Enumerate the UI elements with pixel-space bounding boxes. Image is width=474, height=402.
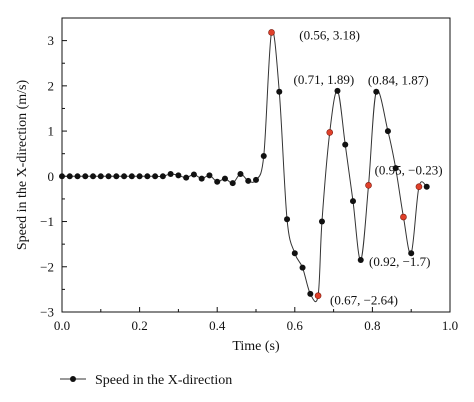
data-point [97,173,104,180]
data-point [253,176,259,183]
y-tick-label: 0 [48,169,55,184]
x-axis-title: Time (s) [232,339,280,354]
data-point [175,172,182,179]
highlighted-data-point [365,182,372,189]
data-points [59,29,430,300]
y-axis-title: Speed in the X-direction (m/s) [15,80,30,251]
x-tick-label: 0.6 [287,318,304,333]
annotation-label: (0.56, 3.18) [299,28,360,43]
data-point [423,183,430,190]
x-tick-label: 1.0 [442,318,458,333]
data-point [144,173,151,180]
data-point [214,178,221,185]
data-point [113,173,120,180]
data-point [284,216,291,223]
x-tick-label: 0.4 [209,318,226,333]
highlighted-data-point [268,29,275,36]
data-point [190,171,197,178]
data-point [229,180,236,187]
data-point [291,250,298,257]
annotation-label: (0.95, −0.23) [375,163,443,178]
data-point [373,88,380,95]
data-point [334,87,341,94]
data-point [74,173,81,180]
data-point [105,173,112,180]
y-axis: −3 −2 −1 0 1 2 3 [40,17,67,320]
highlighted-data-point [326,129,334,136]
annotation-label: (0.67, −2.64) [330,293,398,308]
data-point [318,218,325,225]
y-tick-label: 3 [48,33,55,48]
data-point [159,173,166,180]
data-point [342,141,349,148]
annotation-label: (0.92, −1.7) [369,254,431,269]
data-point [384,128,391,135]
data-point [299,264,306,271]
legend-label: Speed in the X-direction [95,373,232,388]
y-tick-label: −1 [40,214,54,229]
data-point [260,152,267,159]
x-tick-label: 0.0 [54,318,70,333]
data-point [392,165,399,172]
data-point [136,173,143,180]
legend: Speed in the X-direction [60,373,232,388]
data-point [307,290,314,297]
data-point [221,175,228,182]
data-point [357,256,364,263]
annotation-label: (0.71, 1.89) [294,72,355,87]
highlighted-data-point [400,213,407,221]
data-point [167,171,174,178]
data-point [198,175,205,182]
y-tick-label: 1 [48,124,55,139]
data-point [128,173,135,180]
data-point [276,88,283,95]
x-axis: 0.0 0.2 0.4 0.6 0.8 1.0 [54,307,458,333]
data-point [245,177,252,184]
data-point [59,173,65,180]
highlighted-data-point [415,183,423,191]
y-tick-label: −2 [40,259,54,274]
data-point [66,173,73,180]
data-point [82,173,89,180]
y-tick-label: 2 [48,78,55,93]
highlighted-data-point [314,292,322,300]
annotation-label: (0.84, 1.87) [368,73,429,88]
data-point [350,198,356,205]
data-point [408,250,415,257]
data-point [206,172,213,179]
data-point [183,174,190,181]
annotations: (0.56, 3.18) (0.71, 1.89) (0.84, 1.87) (0.9… [294,28,443,308]
data-point [121,173,128,180]
x-tick-label: 0.8 [364,318,380,333]
x-tick-label: 0.2 [131,318,147,333]
data-point [152,173,159,180]
legend-marker-icon [70,376,76,382]
data-point [237,171,244,178]
y-tick-label: −3 [40,305,54,320]
data-point [90,173,97,180]
